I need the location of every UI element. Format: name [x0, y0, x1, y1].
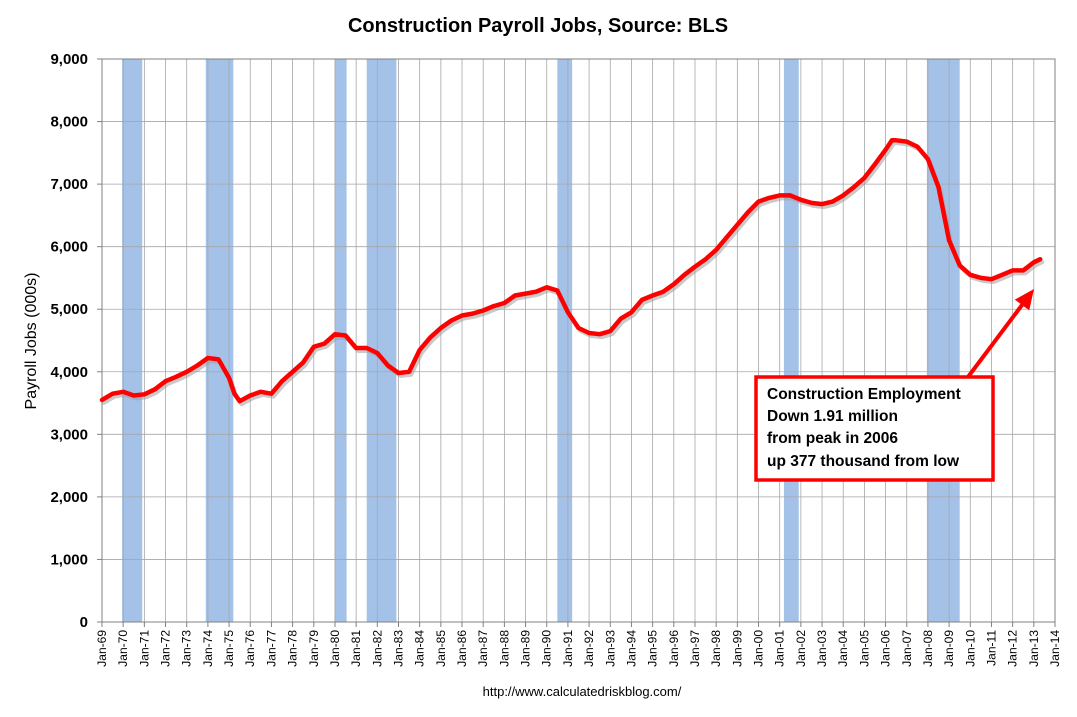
- recession-band: [926, 59, 960, 622]
- x-tick-label: Jan-96: [667, 630, 681, 667]
- recession-band: [557, 59, 573, 622]
- y-tick-label: 7,000: [50, 176, 88, 193]
- annotation-line-3: from peak in 2006: [767, 430, 898, 447]
- y-tick-label: 4,000: [50, 364, 88, 381]
- x-tick-label: Jan-71: [137, 630, 151, 667]
- x-tick-label: Jan-79: [307, 630, 321, 667]
- x-tick-label: Jan-90: [540, 630, 554, 667]
- x-tick-label: Jan-80: [328, 630, 342, 667]
- x-tick-label: Jan-14: [1048, 630, 1062, 667]
- x-tick-label: Jan-98: [709, 630, 723, 667]
- x-tick-label: Jan-04: [836, 630, 850, 667]
- x-tick-label: Jan-01: [773, 630, 787, 667]
- x-tick-label: Jan-74: [201, 630, 215, 667]
- x-tick-label: Jan-89: [519, 630, 533, 667]
- x-tick-label: Jan-69: [95, 630, 109, 667]
- annotation-arrow: [966, 295, 1030, 379]
- x-tick-label: Jan-77: [264, 630, 278, 667]
- y-tick-label: 8,000: [50, 114, 88, 131]
- x-tick-label: Jan-03: [815, 630, 829, 667]
- recession-band: [334, 59, 347, 622]
- x-tick-label: Jan-82: [370, 630, 384, 667]
- plot-area-border: [101, 58, 1056, 623]
- x-tick-label: Jan-87: [476, 630, 490, 667]
- x-tick-label: Jan-72: [159, 630, 173, 667]
- y-tick-label: 9,000: [50, 51, 88, 68]
- x-tick-label: Jan-11: [984, 630, 998, 666]
- y-axis-ticks: 0 1,000 2,000 3,000 4,000 5,000 6,000 7,000 8,00…: [50, 51, 102, 631]
- y-axis-label: Payroll Jobs (000s): [23, 273, 40, 410]
- x-tick-label: Jan-10: [963, 630, 977, 667]
- annotation: Construction Employment Down 1.91 millio…: [754, 289, 1034, 482]
- x-tick-label: Jan-12: [1006, 630, 1020, 667]
- annotation-box: [754, 375, 995, 482]
- x-tick-label: Jan-13: [1027, 630, 1041, 667]
- y-tick-label: 1,000: [50, 551, 88, 568]
- annotation-arrow-head: [1014, 289, 1034, 311]
- x-tick-label: Jan-06: [879, 630, 893, 667]
- y-tick-label: 2,000: [50, 489, 88, 506]
- chart-title: Construction Payroll Jobs, Source: BLS: [348, 15, 728, 37]
- annotation-line-2: Down 1.91 million: [767, 408, 898, 425]
- x-axis-ticks: Jan-69 Jan-70 Jan-71 Jan-72 Jan-73 Jan-74 Jan-…: [95, 622, 1062, 667]
- series-layer: [99, 138, 1045, 407]
- x-tick-label: Jan-75: [222, 630, 236, 667]
- x-tick-label: Jan-99: [730, 630, 744, 667]
- source-url: http://www.calculatedriskblog.com/: [483, 684, 682, 699]
- y-tick-label: 6,000: [50, 239, 88, 256]
- x-tick-label: Jan-05: [857, 630, 871, 667]
- x-tick-label: Jan-95: [646, 630, 660, 667]
- x-tick-label: Jan-91: [561, 630, 575, 667]
- x-tick-label: Jan-94: [624, 630, 638, 667]
- x-tick-label: Jan-00: [752, 630, 766, 667]
- recession-band: [366, 59, 397, 622]
- x-tick-label: Jan-07: [900, 630, 914, 667]
- x-tick-label: Jan-88: [497, 630, 511, 667]
- x-tick-label: Jan-97: [688, 630, 702, 667]
- x-tick-label: Jan-08: [921, 630, 935, 667]
- x-tick-label: Jan-70: [116, 630, 130, 667]
- x-tick-label: Jan-76: [243, 630, 257, 667]
- recession-band: [122, 59, 143, 622]
- annotation-line-4: up 377 thousand from low: [767, 453, 960, 470]
- x-tick-label: Jan-84: [413, 630, 427, 667]
- x-tick-label: Jan-93: [603, 630, 617, 667]
- x-tick-label: Jan-86: [455, 630, 469, 667]
- x-tick-label: Jan-09: [942, 630, 956, 667]
- x-tick-label: Jan-73: [180, 630, 194, 667]
- y-tick-label: 3,000: [50, 426, 88, 443]
- annotation-line-1: Construction Employment: [767, 386, 961, 403]
- x-tick-label: Jan-02: [794, 630, 808, 667]
- x-tick-label: Jan-78: [286, 630, 300, 667]
- x-tick-label: Jan-85: [434, 630, 448, 667]
- x-tick-label: Jan-92: [582, 630, 596, 667]
- x-tick-label: Jan-83: [391, 630, 405, 667]
- series-line-construction-jobs: [99, 138, 1043, 404]
- y-tick-label: 5,000: [50, 301, 88, 318]
- x-tick-label: Jan-81: [349, 630, 363, 667]
- recession-band: [783, 59, 799, 622]
- y-tick-label: 0: [80, 614, 88, 631]
